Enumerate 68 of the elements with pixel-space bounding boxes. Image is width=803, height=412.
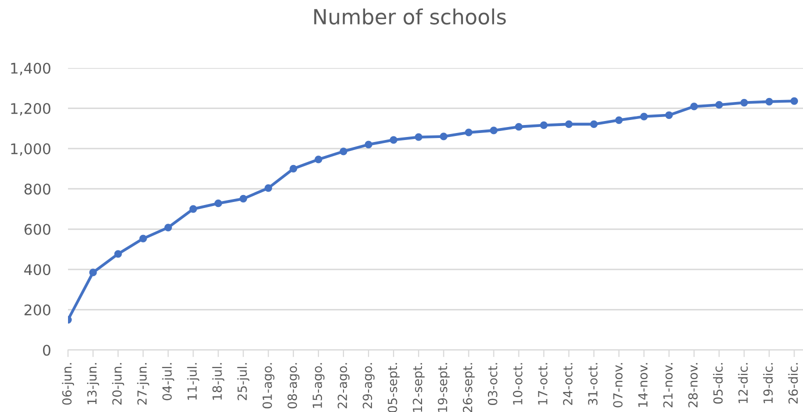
- x-tick-label: 11-jul.: [187, 363, 200, 400]
- x-tick-label: 25-jul.: [237, 363, 250, 400]
- point: [340, 148, 348, 156]
- x-tick-label: 31-oct.: [588, 363, 598, 405]
- x-tick-label: 12-sept.: [412, 363, 425, 412]
- y-tick-label: 1,200: [11, 103, 50, 116]
- point: [790, 97, 798, 105]
- y-tick-label: 600: [24, 224, 50, 235]
- y-tick-label: 1,000: [11, 143, 50, 156]
- x-tick-label: 20-jun.: [112, 363, 124, 405]
- x-tick-label: 17-oct.: [538, 363, 548, 404]
- x-tick-label: 10-oct.: [512, 363, 522, 404]
- point: [189, 205, 198, 213]
- point: [715, 101, 723, 109]
- point: [164, 224, 172, 232]
- x-tick-label: 07-nov.: [613, 363, 623, 408]
- y-tick-label: 1,400: [11, 62, 50, 76]
- x-tick-label: 06-jun.: [62, 363, 74, 405]
- chart-title: Number of schools: [314, 8, 506, 25]
- point: [490, 126, 498, 134]
- y-tick-label: 200: [24, 304, 50, 316]
- point: [665, 111, 673, 119]
- point: [314, 156, 322, 164]
- x-tick-label: 21-nov.: [663, 363, 673, 408]
- point: [264, 184, 272, 192]
- point: [464, 128, 472, 136]
- point: [364, 140, 372, 148]
- point: [114, 250, 122, 258]
- point: [214, 200, 222, 208]
- x-tick-label: 18-jul.: [212, 363, 224, 400]
- x-tick-label: 26-sept.: [462, 363, 475, 412]
- x-tick-label: 27-jun.: [137, 363, 150, 405]
- x-tick-label: 12-dic.: [738, 363, 748, 404]
- x-tick-label: 05-sept.: [388, 363, 400, 412]
- point: [290, 164, 298, 173]
- x-tick-label: 19-sept.: [438, 363, 450, 412]
- point: [89, 268, 97, 276]
- x-tick-label: 19-dic.: [763, 363, 773, 404]
- x-tick-label: 04-jul.: [162, 363, 174, 400]
- x-tick-label: 05-dic.: [713, 363, 723, 404]
- y-tick-label: 400: [24, 264, 50, 276]
- point: [690, 102, 698, 110]
- x-tick-label: 22-ago.: [338, 363, 350, 408]
- x-tick-label: 15-ago.: [312, 363, 324, 408]
- x-tick-label: 03-oct.: [488, 363, 498, 406]
- x-tick-label: 14-nov.: [638, 363, 648, 407]
- point: [765, 98, 774, 106]
- x-tick-label: 13-jun.: [86, 363, 100, 404]
- point: [540, 121, 548, 130]
- point: [740, 98, 748, 106]
- point: [139, 234, 147, 242]
- point: [440, 132, 448, 140]
- x-tick-label: 08-ago.: [288, 363, 300, 408]
- point: [514, 122, 523, 131]
- point: [239, 194, 248, 203]
- x-tick-label: 24-oct.: [563, 363, 572, 405]
- y-tick-label: 800: [24, 184, 50, 195]
- point: [414, 133, 422, 141]
- y-tick-label: 0: [43, 344, 50, 356]
- x-tick-label: 29-ago.: [362, 363, 375, 408]
- point: [615, 116, 623, 124]
- point: [390, 136, 398, 144]
- x-tick-label: 01-ago.: [262, 363, 274, 408]
- x-tick-label: 28-nov.: [688, 363, 698, 408]
- x-tick-label: 26-dic.: [788, 363, 798, 404]
- point: [640, 112, 648, 120]
- point: [565, 120, 573, 128]
- point: [590, 120, 598, 128]
